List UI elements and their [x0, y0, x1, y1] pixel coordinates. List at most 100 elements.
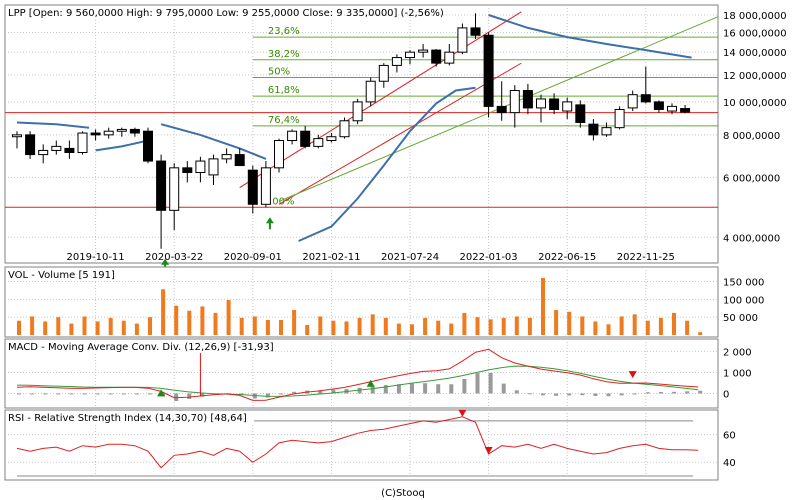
- price-y-tick-label: 8 000,0000: [723, 131, 780, 142]
- candle-body: [391, 57, 402, 66]
- candle: [260, 161, 271, 208]
- candle-body: [156, 160, 167, 211]
- macd-histogram-bar: [108, 393, 113, 395]
- volume-bar: [108, 317, 113, 335]
- buy-arrow-icon: [265, 217, 274, 230]
- volume-bar: [134, 323, 139, 335]
- volume-bar: [17, 320, 21, 335]
- candle: [208, 154, 219, 185]
- macd-histogram-bar: [318, 390, 323, 394]
- macd-lines: [16, 343, 699, 401]
- candle-body: [208, 158, 219, 176]
- candle: [536, 94, 546, 123]
- candle: [365, 77, 376, 107]
- candle-body: [549, 98, 560, 110]
- volume-bar: [265, 320, 270, 335]
- candle-body: [103, 130, 114, 136]
- volume-panel-title: VOL - Volume [5 191]: [8, 270, 115, 281]
- candle-body: [300, 130, 311, 147]
- candle: [680, 104, 691, 114]
- volume-bar: [344, 321, 349, 335]
- macd-histogram-bar: [541, 393, 545, 396]
- volume-bar: [514, 316, 519, 335]
- candle-body: [680, 108, 691, 113]
- buy-arrow-icon: [161, 258, 170, 271]
- price-x-tick-label: 2022-06-15: [538, 252, 596, 263]
- macd-panel-title: MACD - Moving Average Conv. Div. (12,26,…: [8, 342, 274, 353]
- rsi-panel-title: RSI - Relative Strength Index (14,30,70)…: [8, 413, 247, 424]
- volume-bar: [292, 310, 297, 335]
- candle: [274, 138, 284, 173]
- candle-body: [601, 127, 612, 136]
- volume-bar: [252, 316, 257, 335]
- candle: [247, 165, 258, 214]
- candle: [182, 161, 193, 183]
- macd-histogram-bar: [423, 383, 428, 394]
- macd-histogram-bar: [134, 393, 139, 395]
- fibonacci-label: 100%: [266, 196, 295, 207]
- volume-bar: [423, 317, 428, 335]
- macd-histogram-bar: [200, 393, 205, 397]
- volume-bar: [606, 324, 611, 335]
- candle-body: [77, 132, 88, 153]
- volume-bar: [305, 325, 310, 335]
- candle-body: [562, 101, 573, 112]
- candle-body: [444, 51, 455, 64]
- candle: [405, 50, 415, 65]
- volume-bar: [239, 317, 244, 335]
- candle-body: [640, 94, 651, 103]
- rsi-y-tick-labels: 40 60: [723, 431, 736, 470]
- macd-histogram-bar: [593, 393, 598, 397]
- candle: [549, 93, 560, 115]
- volume-bar: [187, 310, 192, 335]
- macd-histogram-bar: [501, 383, 506, 394]
- macd-histogram-bar: [95, 393, 100, 395]
- macd-histogram-bar: [698, 390, 703, 394]
- candle: [143, 127, 153, 164]
- candle-body: [274, 140, 284, 169]
- candle-body: [64, 147, 75, 153]
- rsi-sell-arrow-icon: [458, 409, 467, 417]
- fibonacci-label: 50%: [268, 66, 290, 77]
- volume-bar: [30, 316, 35, 335]
- candle: [378, 63, 389, 88]
- volume-bar: [632, 314, 637, 335]
- candle-body: [25, 134, 36, 156]
- moving-average-line: [488, 14, 692, 59]
- candle: [470, 13, 481, 40]
- price-x-tick-label: 2021-02-11: [302, 252, 360, 263]
- macd-histogram-bar: [606, 393, 611, 397]
- price-y-tick-label: 10 000,0000: [723, 98, 787, 109]
- candle-body: [667, 105, 677, 112]
- volume-bar: [488, 319, 493, 335]
- candle: [640, 66, 651, 104]
- volume-bar: [69, 323, 74, 335]
- volume-panel: 50 000 100 000 150 000 VOL - Volume [5 191…: [4, 266, 764, 338]
- volume-bar: [331, 320, 336, 335]
- fibonacci-label: 38,2%: [268, 49, 300, 60]
- volume-bar: [541, 277, 545, 335]
- candle-body: [38, 149, 49, 156]
- volume-y-tick-label: 50 000: [723, 313, 758, 324]
- candle-body: [588, 123, 599, 136]
- candle: [25, 131, 36, 159]
- candle-body: [313, 138, 324, 147]
- volume-y-tick-labels: 50 000 100 000 150 000: [723, 277, 764, 324]
- candle-body: [221, 154, 232, 160]
- candle: [667, 103, 677, 115]
- candle-body: [378, 64, 389, 82]
- candle: [496, 81, 507, 121]
- fibonacci-label: 76,4%: [268, 115, 300, 126]
- candle-body: [627, 94, 638, 109]
- candle: [12, 131, 22, 149]
- moving-average-line: [160, 123, 267, 160]
- fibonacci-label: 23,6%: [268, 26, 300, 37]
- candle: [116, 127, 127, 137]
- candle-body: [496, 105, 507, 114]
- volume-bar: [318, 316, 323, 335]
- volume-bar: [672, 312, 676, 335]
- trend-channel-lower: [278, 62, 522, 205]
- trend-channel-upper: [239, 11, 522, 188]
- candle-body: [247, 169, 258, 205]
- candle-body: [352, 101, 363, 122]
